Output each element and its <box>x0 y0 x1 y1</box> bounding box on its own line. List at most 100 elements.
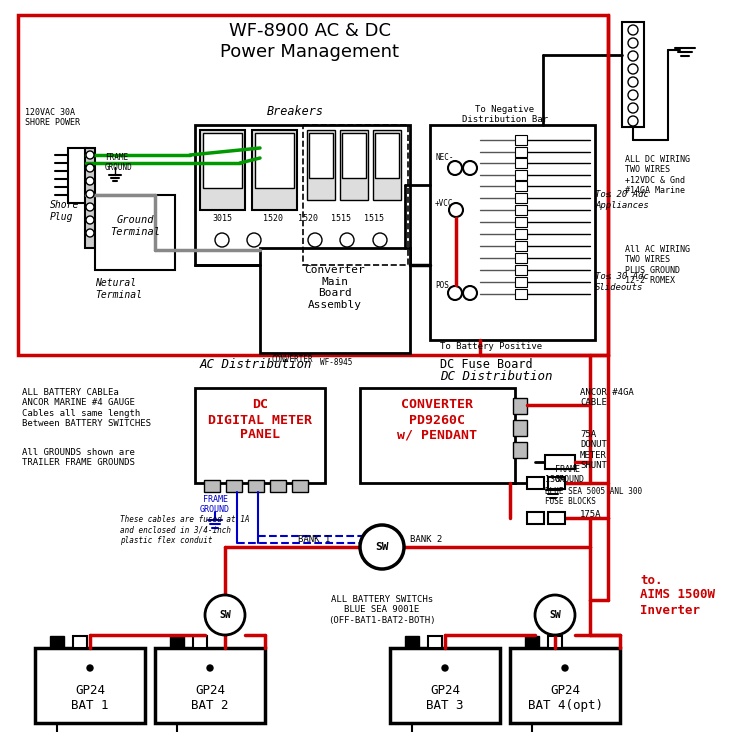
Text: BANK 1: BANK 1 <box>298 536 330 545</box>
Text: CONVERTER: CONVERTER <box>272 355 314 364</box>
FancyBboxPatch shape <box>85 148 95 248</box>
Text: GP24
BAT 1: GP24 BAT 1 <box>71 684 109 712</box>
Circle shape <box>86 216 94 224</box>
FancyBboxPatch shape <box>255 133 294 188</box>
Text: ALL BATTERY CABLEa
ANCOR MARINE #4 GAUGE
Cables all same length
Between BATTERY : ALL BATTERY CABLEa ANCOR MARINE #4 GAUGE… <box>22 388 151 428</box>
Circle shape <box>86 164 94 172</box>
Text: POS: POS <box>435 280 449 289</box>
Text: 1515: 1515 <box>364 214 384 223</box>
FancyBboxPatch shape <box>510 648 620 723</box>
FancyBboxPatch shape <box>513 442 527 458</box>
Text: NEC-: NEC- <box>435 154 453 163</box>
Circle shape <box>247 233 261 247</box>
Text: To≤ 20 Adc
Appliances: To≤ 20 Adc Appliances <box>595 190 648 209</box>
Circle shape <box>86 177 94 185</box>
Circle shape <box>449 203 463 217</box>
Text: Shore
Plug: Shore Plug <box>50 200 79 222</box>
FancyBboxPatch shape <box>193 636 207 648</box>
Circle shape <box>86 203 94 211</box>
Circle shape <box>448 161 462 175</box>
Text: GP24
BAT 2: GP24 BAT 2 <box>191 684 229 712</box>
FancyBboxPatch shape <box>95 195 175 270</box>
Text: 1515: 1515 <box>331 214 351 223</box>
FancyBboxPatch shape <box>515 193 527 203</box>
Text: AC Distribution: AC Distribution <box>200 358 313 371</box>
Text: +VCC: +VCC <box>435 198 453 207</box>
Text: To Battery Positive: To Battery Positive <box>440 342 542 351</box>
FancyBboxPatch shape <box>515 277 527 287</box>
Text: ALL DC WIRING
TWO WIRES
+12VDC & Gnd
#14GA Marine: ALL DC WIRING TWO WIRES +12VDC & Gnd #14… <box>625 155 690 195</box>
Text: DC Fuse Board: DC Fuse Board <box>440 358 533 371</box>
Circle shape <box>86 190 94 198</box>
FancyBboxPatch shape <box>548 636 562 648</box>
Circle shape <box>628 51 638 61</box>
Circle shape <box>628 64 638 74</box>
Text: GP24
BAT 3: GP24 BAT 3 <box>426 684 464 712</box>
FancyBboxPatch shape <box>203 133 242 188</box>
Text: Ground
Terminal: Ground Terminal <box>110 215 160 236</box>
FancyBboxPatch shape <box>527 512 544 524</box>
FancyBboxPatch shape <box>155 648 265 723</box>
Text: BANK 2: BANK 2 <box>410 536 442 545</box>
FancyBboxPatch shape <box>515 135 527 145</box>
Text: Converter
Main
Board
Assembly: Converter Main Board Assembly <box>305 265 365 310</box>
FancyBboxPatch shape <box>68 148 86 203</box>
Circle shape <box>205 595 245 635</box>
Text: All AC WIRING
TWO WIRES
PLUS GROUND
12-2 ROMEX: All AC WIRING TWO WIRES PLUS GROUND 12-2… <box>625 245 690 285</box>
Circle shape <box>87 665 93 671</box>
Text: Netural
Terminal: Netural Terminal <box>95 278 142 299</box>
Circle shape <box>463 161 477 175</box>
Text: to.
AIMS 1500W
Inverter: to. AIMS 1500W Inverter <box>640 573 715 616</box>
Text: 75A
DONUT
METER
SHUNT: 75A DONUT METER SHUNT <box>580 430 607 470</box>
Circle shape <box>215 233 229 247</box>
Circle shape <box>373 233 387 247</box>
Circle shape <box>628 38 638 48</box>
FancyBboxPatch shape <box>226 480 242 492</box>
FancyBboxPatch shape <box>270 480 286 492</box>
Text: FRAME
GROUND: FRAME GROUND <box>200 495 230 515</box>
FancyBboxPatch shape <box>405 636 419 648</box>
FancyBboxPatch shape <box>18 15 608 355</box>
Text: 1520: 1520 <box>298 214 318 223</box>
FancyBboxPatch shape <box>200 130 245 210</box>
Circle shape <box>86 229 94 237</box>
FancyBboxPatch shape <box>515 205 527 215</box>
Circle shape <box>308 233 322 247</box>
FancyBboxPatch shape <box>622 22 644 127</box>
Text: ANCOR #4GA
CABLE: ANCOR #4GA CABLE <box>580 388 634 408</box>
FancyBboxPatch shape <box>515 253 527 263</box>
FancyBboxPatch shape <box>525 636 539 648</box>
Text: 1520: 1520 <box>263 214 283 223</box>
FancyBboxPatch shape <box>35 648 145 723</box>
FancyBboxPatch shape <box>430 125 595 340</box>
Text: All GROUNDS shown are
TRAILER FRAME GROUNDS: All GROUNDS shown are TRAILER FRAME GROU… <box>22 448 135 468</box>
FancyBboxPatch shape <box>545 455 575 469</box>
FancyBboxPatch shape <box>292 480 308 492</box>
FancyBboxPatch shape <box>515 170 527 180</box>
FancyBboxPatch shape <box>515 265 527 275</box>
Circle shape <box>562 665 568 671</box>
Circle shape <box>463 286 477 300</box>
FancyBboxPatch shape <box>515 229 527 239</box>
FancyBboxPatch shape <box>515 181 527 191</box>
Circle shape <box>207 665 213 671</box>
Text: 120VAC 30A
SHORE POWER: 120VAC 30A SHORE POWER <box>25 108 80 127</box>
Text: DC Distribution: DC Distribution <box>440 370 553 383</box>
Text: 175A: 175A <box>580 510 601 519</box>
Circle shape <box>448 286 462 300</box>
Circle shape <box>535 595 575 635</box>
FancyBboxPatch shape <box>170 636 184 648</box>
Circle shape <box>86 151 94 159</box>
Text: CONVERTER
PD9260C
w/ PENDANT: CONVERTER PD9260C w/ PENDANT <box>397 398 477 441</box>
Text: These cables are fused at 1A
and enclosed in 3/4-inch
plastic flex conduit: These cables are fused at 1A and enclose… <box>120 515 250 545</box>
FancyBboxPatch shape <box>515 289 527 299</box>
FancyBboxPatch shape <box>252 130 297 210</box>
FancyBboxPatch shape <box>428 636 442 648</box>
FancyBboxPatch shape <box>515 217 527 227</box>
Circle shape <box>628 77 638 87</box>
Text: GP24
BAT 4(opt): GP24 BAT 4(opt) <box>528 684 603 712</box>
FancyBboxPatch shape <box>548 477 565 489</box>
FancyBboxPatch shape <box>375 133 399 178</box>
FancyBboxPatch shape <box>548 512 565 524</box>
Circle shape <box>628 90 638 100</box>
